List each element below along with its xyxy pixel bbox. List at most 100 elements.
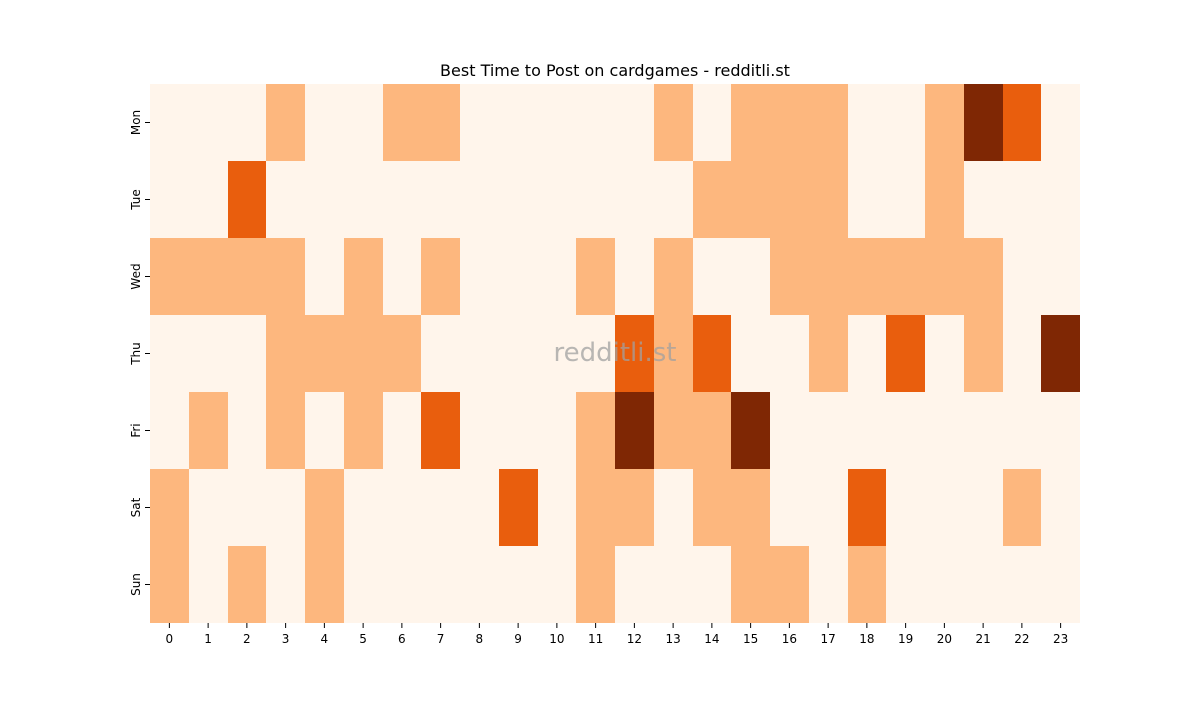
- heatmap-cell-Sat-15: [731, 469, 770, 546]
- heatmap-cell-Thu-21: [964, 315, 1003, 392]
- heatmap-cell-Wed-4: [305, 238, 344, 315]
- heatmap-cell-Wed-23: [1041, 238, 1080, 315]
- heatmap-cell-Fri-12: [615, 392, 654, 469]
- heatmap-cell-Sun-7: [421, 546, 460, 623]
- heatmap-cell-Thu-3: [266, 315, 305, 392]
- heatmap-cell-Mon-11: [576, 84, 615, 161]
- heatmap-cell-Mon-7: [421, 84, 460, 161]
- heatmap-cell-Fri-6: [383, 392, 421, 469]
- heatmap-cell-Fri-3: [266, 392, 305, 469]
- y-tick-label-Sat: Sat: [129, 497, 143, 517]
- x-tick-label-11: 11: [588, 632, 603, 646]
- x-tick-label-15: 15: [743, 632, 758, 646]
- heatmap-cell-Mon-17: [809, 84, 848, 161]
- heatmap-cell-Thu-5: [344, 315, 383, 392]
- heatmap-cell-Tue-9: [499, 161, 538, 238]
- x-axis-ticks: 0 1 2 3 4 5 6 7 8 9 10 11 12 13 14 15 16 17 18 19 20 21 22 23: [166, 623, 1068, 646]
- x-tick-label-20: 20: [937, 632, 952, 646]
- heatmap-cell-Wed-22: [1003, 238, 1041, 315]
- heatmap-cell-Sun-17: [809, 546, 848, 623]
- heatmap-cell-Tue-5: [344, 161, 383, 238]
- heatmap-cell-Tue-4: [305, 161, 344, 238]
- heatmap-cell-Thu-22: [1003, 315, 1041, 392]
- heatmap-cell-Sun-14: [693, 546, 731, 623]
- heatmap-cell-Tue-16: [770, 161, 809, 238]
- heatmap-cell-Wed-15: [731, 238, 770, 315]
- heatmap-cell-Sat-13: [654, 469, 693, 546]
- x-tick-label-17: 17: [820, 632, 835, 646]
- heatmap-cell-Sat-17: [809, 469, 848, 546]
- heatmap-cell-Wed-12: [615, 238, 654, 315]
- heatmap-cell-Thu-6: [383, 315, 421, 392]
- heatmap-cell-Wed-2: [228, 238, 266, 315]
- heatmap-cell-Thu-11: [576, 315, 615, 392]
- heatmap-cell-Sat-1: [189, 469, 228, 546]
- heatmap-cell-Sat-2: [228, 469, 266, 546]
- heatmap-cell-Thu-20: [925, 315, 964, 392]
- heatmap-cell-Sat-5: [344, 469, 383, 546]
- heatmap-cell-Thu-1: [189, 315, 228, 392]
- heatmap-cell-Mon-6: [383, 84, 421, 161]
- heatmap-cell-Mon-23: [1041, 84, 1080, 161]
- heatmap-cell-Thu-23: [1041, 315, 1080, 392]
- heatmap-cell-Fri-16: [770, 392, 809, 469]
- heatmap-cell-Sun-16: [770, 546, 809, 623]
- heatmap-cell-Mon-3: [266, 84, 305, 161]
- heatmap-cell-Mon-0: [150, 84, 189, 161]
- heatmap-cell-Thu-0: [150, 315, 189, 392]
- heatmap-cell-Fri-11: [576, 392, 615, 469]
- heatmap-cell-Mon-5: [344, 84, 383, 161]
- x-tick-label-0: 0: [166, 632, 174, 646]
- heatmap-cell-Sun-15: [731, 546, 770, 623]
- heatmap-cell-Wed-10: [538, 238, 576, 315]
- heatmap-cell-Sat-21: [964, 469, 1003, 546]
- heatmap-cell-Wed-13: [654, 238, 693, 315]
- y-tick-label-Mon: Mon: [129, 110, 143, 135]
- heatmap-cell-Thu-10: [538, 315, 576, 392]
- heatmap-cell-Mon-10: [538, 84, 576, 161]
- x-tick-label-14: 14: [704, 632, 719, 646]
- heatmap-cell-Fri-13: [654, 392, 693, 469]
- x-tick-label-16: 16: [782, 632, 797, 646]
- heatmap-cell-Sun-10: [538, 546, 576, 623]
- heatmap-cell-Wed-8: [460, 238, 499, 315]
- heatmap-cell-Mon-13: [654, 84, 693, 161]
- heatmap-cell-Mon-15: [731, 84, 770, 161]
- heatmap-cell-Mon-4: [305, 84, 344, 161]
- heatmap-cell-Sat-3: [266, 469, 305, 546]
- heatmap-cell-Sat-7: [421, 469, 460, 546]
- heatmap-cell-Thu-8: [460, 315, 499, 392]
- heatmap-cell-Wed-3: [266, 238, 305, 315]
- heatmap-cell-Sat-16: [770, 469, 809, 546]
- heatmap-cell-Tue-18: [848, 161, 886, 238]
- heatmap-cell-Fri-23: [1041, 392, 1080, 469]
- x-tick-label-6: 6: [398, 632, 406, 646]
- heatmap-cell-Thu-7: [421, 315, 460, 392]
- x-tick-label-19: 19: [898, 632, 913, 646]
- heatmap-cell-Thu-9: [499, 315, 538, 392]
- x-tick-label-4: 4: [321, 632, 329, 646]
- heatmap-cell-Wed-5: [344, 238, 383, 315]
- x-tick-label-22: 22: [1014, 632, 1029, 646]
- heatmap-cell-Wed-0: [150, 238, 189, 315]
- heatmap-cell-Sat-6: [383, 469, 421, 546]
- chart-title: Best Time to Post on cardgames - redditl…: [440, 61, 790, 80]
- heatmap-cell-Fri-10: [538, 392, 576, 469]
- heatmap-cell-Tue-2: [228, 161, 266, 238]
- heatmap-cell-Sun-23: [1041, 546, 1080, 623]
- heatmap-cell-Mon-16: [770, 84, 809, 161]
- heatmap-cell-Mon-12: [615, 84, 654, 161]
- heatmap-cell-Sun-13: [654, 546, 693, 623]
- heatmap-cell-Sun-9: [499, 546, 538, 623]
- heatmap-cell-Fri-22: [1003, 392, 1041, 469]
- heatmap-cell-Tue-17: [809, 161, 848, 238]
- heatmap-cell-Fri-21: [964, 392, 1003, 469]
- heatmap-cell-Tue-0: [150, 161, 189, 238]
- heatmap-cell-Tue-23: [1041, 161, 1080, 238]
- heatmap-cell-Fri-19: [886, 392, 925, 469]
- y-tick-label-Fri: Fri: [129, 423, 143, 437]
- y-tick-label-Sun: Sun: [129, 573, 143, 596]
- heatmap-cell-Wed-14: [693, 238, 731, 315]
- y-tick-label-Tue: Tue: [129, 189, 143, 211]
